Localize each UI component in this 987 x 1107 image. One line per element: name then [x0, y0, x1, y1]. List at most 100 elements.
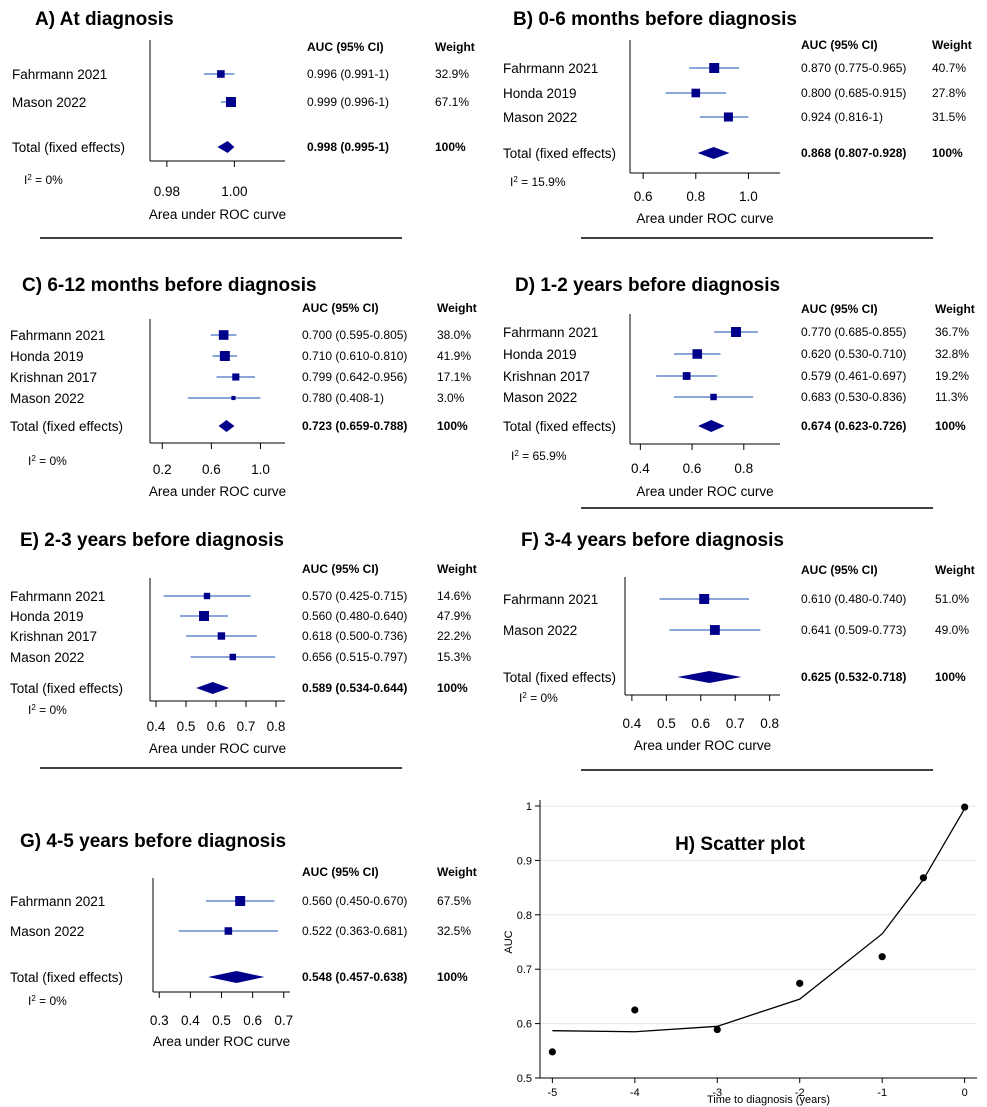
study-weight: 40.7% — [932, 61, 966, 75]
y-tick-label: 0.7 — [517, 964, 532, 976]
scatter-point — [631, 1006, 639, 1014]
total-auc-ci: 0.548 (0.457-0.638) — [302, 970, 407, 984]
study-name: Mason 2022 — [12, 95, 86, 110]
x-axis-label: Area under ROC curve — [149, 207, 286, 222]
study-weight: 67.5% — [437, 894, 471, 908]
study-auc-ci: 0.570 (0.425-0.715) — [302, 589, 407, 603]
x-axis-label: Time to diagnosis (years) — [707, 1094, 830, 1106]
forest-plot-b: B) 0-6 months before diagnosis AUC (95% C… — [503, 9, 972, 239]
y-tick-label: 0.6 — [517, 1019, 532, 1031]
forest-plot-e: E) 2-3 years before diagnosis AUC (95% CI… — [10, 530, 477, 769]
weight-column-header: Weight — [932, 38, 972, 52]
forest-panel-c: C) 6-12 months before diagnosis AUC (95% … — [0, 268, 490, 510]
study-auc-ci: 0.710 (0.610-0.810) — [302, 349, 407, 363]
study-weight: 22.2% — [437, 629, 471, 643]
study-auc-ci: 0.656 (0.515-0.797) — [302, 650, 407, 664]
total-label: Total (fixed effects) — [503, 146, 616, 161]
x-tick-label: 0.5 — [212, 1013, 231, 1028]
study-name: Fahrmann 2021 — [10, 894, 105, 909]
heterogeneity-i2: I2 = 0% — [28, 703, 67, 718]
study-name: Mason 2022 — [10, 924, 84, 939]
study-name: Mason 2022 — [10, 650, 84, 665]
pooled-diamond — [196, 682, 230, 694]
x-tick-label: -5 — [547, 1087, 557, 1099]
study-point-marker — [682, 372, 691, 380]
study-point-marker — [217, 70, 225, 78]
study-auc-ci: 0.700 (0.595-0.805) — [302, 328, 407, 342]
study-point-marker — [723, 112, 733, 122]
pooled-diamond — [208, 971, 265, 983]
study-auc-ci: 0.610 (0.480-0.740) — [801, 592, 906, 606]
study-name: Fahrmann 2021 — [10, 328, 105, 343]
total-auc-ci: 0.674 (0.623-0.726) — [801, 419, 906, 433]
x-tick-label: 0.6 — [243, 1013, 262, 1028]
study-name: Mason 2022 — [10, 391, 84, 406]
study-name: Fahrmann 2021 — [503, 592, 598, 607]
study-name: Fahrmann 2021 — [503, 325, 598, 340]
weight-column-header: Weight — [935, 302, 975, 316]
study-weight: 14.6% — [437, 589, 471, 603]
study-name: Fahrmann 2021 — [10, 589, 105, 604]
study-weight: 49.0% — [935, 623, 969, 637]
pooled-diamond — [677, 671, 742, 683]
study-auc-ci: 0.641 (0.509-0.773) — [801, 623, 906, 637]
total-label: Total (fixed effects) — [12, 140, 125, 155]
study-auc-ci: 0.560 (0.450-0.670) — [302, 894, 407, 908]
scatter-point — [919, 874, 928, 882]
total-weight: 100% — [935, 419, 966, 433]
study-weight: 11.3% — [935, 390, 968, 404]
study-point-marker — [229, 653, 237, 661]
total-label: Total (fixed effects) — [10, 681, 123, 696]
y-axis-label: AUC — [503, 930, 515, 953]
study-weight: 27.8% — [932, 86, 966, 100]
auc-column-header: AUC (95% CI) — [801, 38, 878, 52]
study-weight: 15.3% — [437, 650, 471, 664]
study-weight: 36.7% — [935, 325, 969, 339]
total-auc-ci: 0.625 (0.532-0.718) — [801, 670, 906, 684]
study-point-marker — [710, 393, 717, 401]
forest-panel-a: A) At diagnosis AUC (95% CI) Weight 0.98 1.0… — [0, 0, 490, 245]
x-tick-label: 0.8 — [760, 716, 779, 731]
total-label: Total (fixed effects) — [10, 419, 123, 434]
total-weight: 100% — [935, 670, 966, 684]
scatter-plot-h: 0.5 0.6 0.7 0.8 0.9 1 -5 -4 -3 -2 -1 0 Time to diagn… — [503, 800, 977, 1106]
study-auc-ci: 0.620 (0.530-0.710) — [801, 347, 906, 361]
y-tick-label: 0.9 — [517, 855, 532, 867]
study-name: Krishnan 2017 — [503, 369, 590, 384]
study-name: Honda 2019 — [10, 609, 84, 624]
study-auc-ci: 0.770 (0.685-0.855) — [801, 325, 906, 339]
study-weight: 3.0% — [437, 391, 465, 405]
study-point-marker — [731, 327, 742, 337]
scatter-point — [796, 979, 804, 987]
study-auc-ci: 0.924 (0.816-1) — [801, 110, 883, 124]
x-axis-label: Area under ROC curve — [636, 211, 773, 226]
panel-title: F) 3-4 years before diagnosis — [521, 530, 784, 551]
x-tick-label: 0.4 — [147, 719, 166, 734]
x-tick-label: 0.6 — [207, 719, 226, 734]
forest-panel-f: F) 3-4 years before diagnosis AUC (95% CI… — [495, 522, 987, 778]
study-weight: 32.9% — [435, 67, 469, 81]
x-tick-label: 0.6 — [634, 189, 653, 204]
study-auc-ci: 0.870 (0.775-0.965) — [801, 61, 906, 75]
x-tick-label: 0.4 — [631, 461, 650, 476]
study-auc-ci: 0.522 (0.363-0.681) — [302, 924, 407, 938]
study-name: Mason 2022 — [503, 110, 577, 125]
heterogeneity-i2: I2 = 0% — [28, 994, 67, 1009]
study-point-marker — [203, 592, 211, 600]
study-weight: 51.0% — [935, 592, 969, 606]
study-name: Fahrmann 2021 — [503, 61, 598, 76]
heterogeneity-i2: I2 = 15.9% — [510, 175, 566, 190]
auc-column-header: AUC (95% CI) — [302, 562, 379, 576]
panel-title: G) 4-5 years before diagnosis — [20, 831, 286, 852]
forest-panel-e: E) 2-3 years before diagnosis AUC (95% CI… — [0, 522, 490, 778]
scatter-point — [548, 1048, 556, 1056]
study-point-marker — [709, 625, 720, 635]
x-tick-label: 0.7 — [726, 716, 745, 731]
y-tick-label: 1 — [526, 801, 532, 813]
study-point-marker — [709, 63, 720, 73]
study-point-marker — [226, 97, 236, 107]
study-weight: 41.9% — [437, 349, 471, 363]
total-weight: 100% — [932, 146, 963, 160]
study-name: Krishnan 2017 — [10, 370, 97, 385]
y-tick-label: 0.5 — [517, 1073, 532, 1085]
